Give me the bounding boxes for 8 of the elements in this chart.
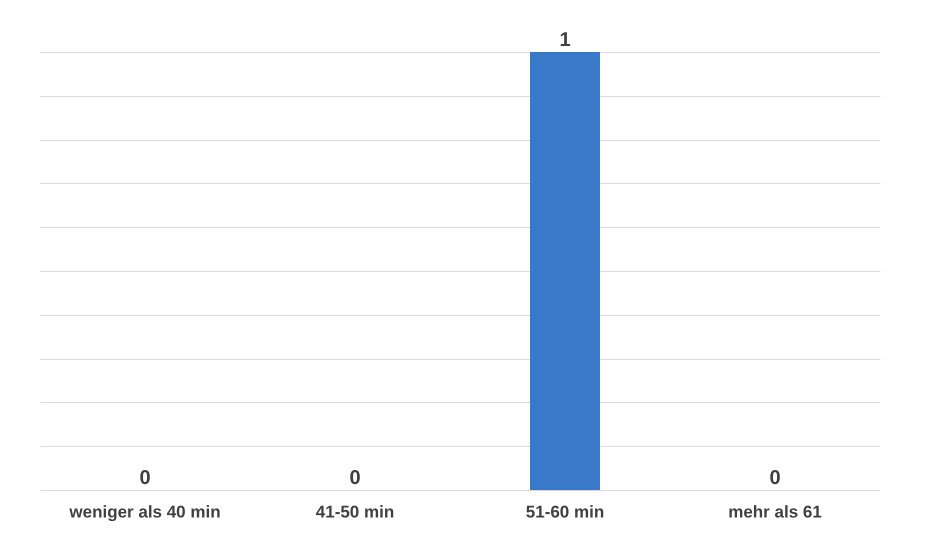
data-label: 0 [769,467,781,489]
x-tick-label: 41-50 min [316,502,394,522]
x-tick-label: weniger als 40 min [68,502,221,522]
data-label: 1 [559,29,571,51]
x-tick-label: 51-60 min [526,502,604,522]
data-label: 0 [139,467,151,489]
data-label: 0 [349,467,361,489]
x-tick-label: mehr als 61 [728,502,822,522]
